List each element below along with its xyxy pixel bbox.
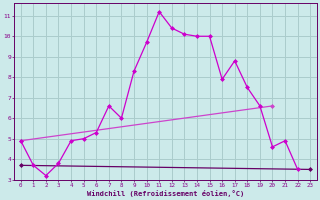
X-axis label: Windchill (Refroidissement éolien,°C): Windchill (Refroidissement éolien,°C) <box>87 190 244 197</box>
